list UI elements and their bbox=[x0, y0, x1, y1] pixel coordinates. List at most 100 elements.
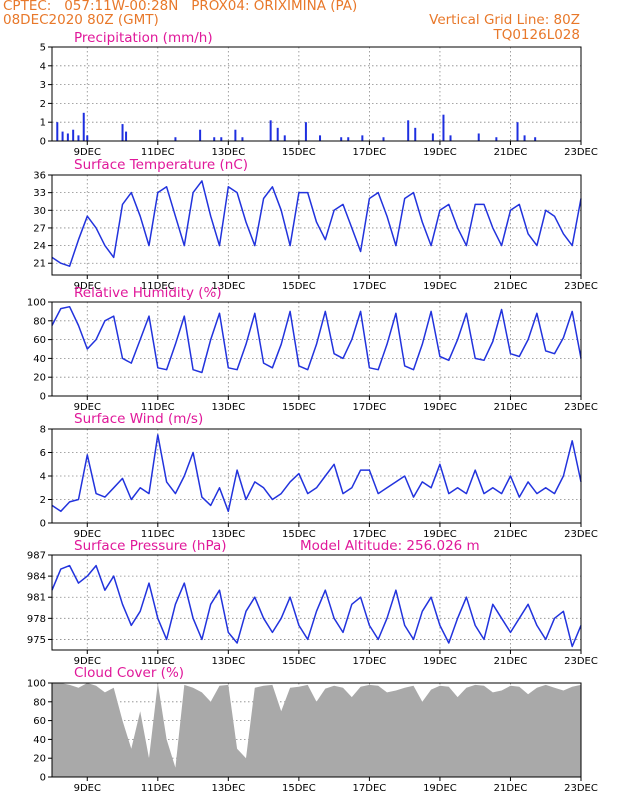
x-tick-label: 19DEC bbox=[423, 783, 457, 794]
temp-line bbox=[51, 180, 582, 267]
y-tick-label: 8 bbox=[40, 425, 46, 436]
x-tick-label: 13DEC bbox=[211, 783, 245, 794]
y-tick-label: 30 bbox=[33, 206, 46, 217]
x-tick-label: 9DEC bbox=[74, 656, 101, 667]
y-tick-label: 40 bbox=[33, 354, 46, 365]
header-date: 08DEC2020 80Z (GMT) bbox=[3, 12, 159, 28]
panel-wind: 0 2 4 6 8 9DEC 11DEC 13DEC 15DEC 17DEC 19DEC 21DEC 2… bbox=[40, 411, 598, 540]
wind-title: Surface Wind (m/s) bbox=[74, 411, 203, 427]
y-tick-label: 984 bbox=[27, 572, 46, 583]
y-tick-label: 0 bbox=[40, 519, 46, 530]
x-tick-label: 15DEC bbox=[282, 656, 316, 667]
plot-frame bbox=[51, 46, 582, 142]
precip-bar bbox=[407, 120, 410, 141]
panel-cloud: 0 20 40 60 80 100 9DEC 11DEC 13DEC 15DEC 17DEC 19DE… bbox=[27, 665, 598, 794]
x-tick-label: 19DEC bbox=[423, 656, 457, 667]
y-tick-label: 0 bbox=[40, 392, 46, 403]
cloud-title: Cloud Cover (%) bbox=[74, 665, 184, 681]
panel-precip: 0 1 2 3 4 5 9DEC 11DEC 13DEC 15DEC 17DEC 19DEC 21DEC… bbox=[40, 30, 598, 158]
precip-bar bbox=[125, 131, 128, 141]
rh-line bbox=[51, 305, 582, 374]
y-tick-label: 36 bbox=[33, 171, 46, 182]
pres-title: Surface Pressure (hPa) bbox=[74, 538, 227, 554]
x-tick-label: 11DEC bbox=[141, 147, 175, 158]
y-tick-label: 80 bbox=[33, 697, 46, 708]
precip-bar bbox=[319, 135, 322, 141]
x-tick-label: 19DEC bbox=[423, 402, 457, 413]
x-tick-label: 21DEC bbox=[494, 529, 528, 540]
x-tick-label: 23DEC bbox=[564, 529, 598, 540]
precip-bar bbox=[66, 133, 69, 141]
cloud-area bbox=[52, 683, 581, 777]
precip-bar bbox=[234, 129, 237, 141]
x-tick-label: 17DEC bbox=[353, 783, 387, 794]
precip-bar bbox=[304, 122, 307, 141]
x-tick-label: 9DEC bbox=[74, 402, 101, 413]
x-tick-label: 23DEC bbox=[564, 783, 598, 794]
precip-bar bbox=[174, 137, 177, 141]
precip-bar bbox=[82, 112, 85, 141]
plot-frame bbox=[51, 682, 582, 778]
x-tick-label: 23DEC bbox=[564, 281, 598, 292]
header-line1: CPTEC: 057:11W-00:28N PROX04: ORIXIMINA … bbox=[3, 0, 358, 14]
precip-bar bbox=[340, 137, 343, 141]
y-tick-label: 3 bbox=[40, 80, 46, 91]
wind-line bbox=[51, 434, 582, 513]
precip-title: Precipitation (mm/h) bbox=[74, 30, 213, 46]
header-vertical-grid: Vertical Grid Line: 80Z bbox=[429, 12, 580, 28]
y-tick-label: 981 bbox=[27, 593, 46, 604]
precip-bar bbox=[414, 127, 417, 141]
y-tick-label: 1 bbox=[40, 118, 46, 129]
y-tick-label: 0 bbox=[40, 137, 46, 148]
x-tick-label: 15DEC bbox=[282, 783, 316, 794]
y-tick-label: 100 bbox=[27, 679, 46, 690]
x-tick-label: 17DEC bbox=[353, 147, 387, 158]
y-tick-label: 60 bbox=[33, 716, 46, 727]
x-tick-label: 13DEC bbox=[211, 402, 245, 413]
precip-bar bbox=[61, 131, 64, 141]
y-tick-label: 60 bbox=[33, 335, 46, 346]
precip-bar bbox=[213, 137, 216, 141]
precip-bar bbox=[516, 122, 519, 141]
y-tick-label: 20 bbox=[33, 373, 46, 384]
plot-frame bbox=[51, 301, 582, 397]
x-tick-label: 11DEC bbox=[141, 656, 175, 667]
y-tick-label: 975 bbox=[27, 635, 46, 646]
x-tick-label: 11DEC bbox=[141, 402, 175, 413]
x-tick-label: 21DEC bbox=[494, 281, 528, 292]
precip-bar bbox=[86, 135, 89, 141]
precip-bar bbox=[241, 137, 244, 141]
y-tick-label: 33 bbox=[33, 188, 46, 199]
precip-bar bbox=[382, 137, 385, 141]
x-tick-label: 23DEC bbox=[564, 147, 598, 158]
x-tick-label: 11DEC bbox=[141, 281, 175, 292]
precip-bar bbox=[199, 129, 202, 141]
x-tick-label: 11DEC bbox=[141, 529, 175, 540]
x-tick-label: 17DEC bbox=[353, 529, 387, 540]
precip-bar bbox=[361, 135, 364, 141]
y-tick-label: 2 bbox=[40, 495, 46, 506]
y-tick-label: 5 bbox=[40, 43, 46, 54]
panel-pres: 975 978 981 984 987 9DEC 11DEC 13DEC 15DEC 17DEC 1… bbox=[27, 538, 598, 667]
y-tick-label: 100 bbox=[27, 298, 46, 309]
x-tick-label: 17DEC bbox=[353, 402, 387, 413]
y-tick-label: 80 bbox=[33, 316, 46, 327]
x-tick-label: 19DEC bbox=[423, 529, 457, 540]
y-tick-label: 20 bbox=[33, 754, 46, 765]
x-tick-label: 15DEC bbox=[282, 529, 316, 540]
x-tick-label: 13DEC bbox=[211, 529, 245, 540]
x-tick-label: 21DEC bbox=[494, 656, 528, 667]
y-tick-label: 4 bbox=[40, 61, 46, 72]
x-tick-label: 15DEC bbox=[282, 402, 316, 413]
x-tick-label: 23DEC bbox=[564, 402, 598, 413]
x-tick-label: 23DEC bbox=[564, 656, 598, 667]
x-tick-label: 9DEC bbox=[74, 529, 101, 540]
x-tick-label: 13DEC bbox=[211, 656, 245, 667]
y-tick-label: 27 bbox=[33, 223, 46, 234]
pres-subtitle: Model Altitude: 256.026 m bbox=[300, 538, 480, 554]
x-tick-label: 9DEC bbox=[74, 783, 101, 794]
precip-bar bbox=[347, 137, 350, 141]
precip-bar bbox=[495, 137, 498, 141]
precip-bar bbox=[431, 133, 434, 141]
